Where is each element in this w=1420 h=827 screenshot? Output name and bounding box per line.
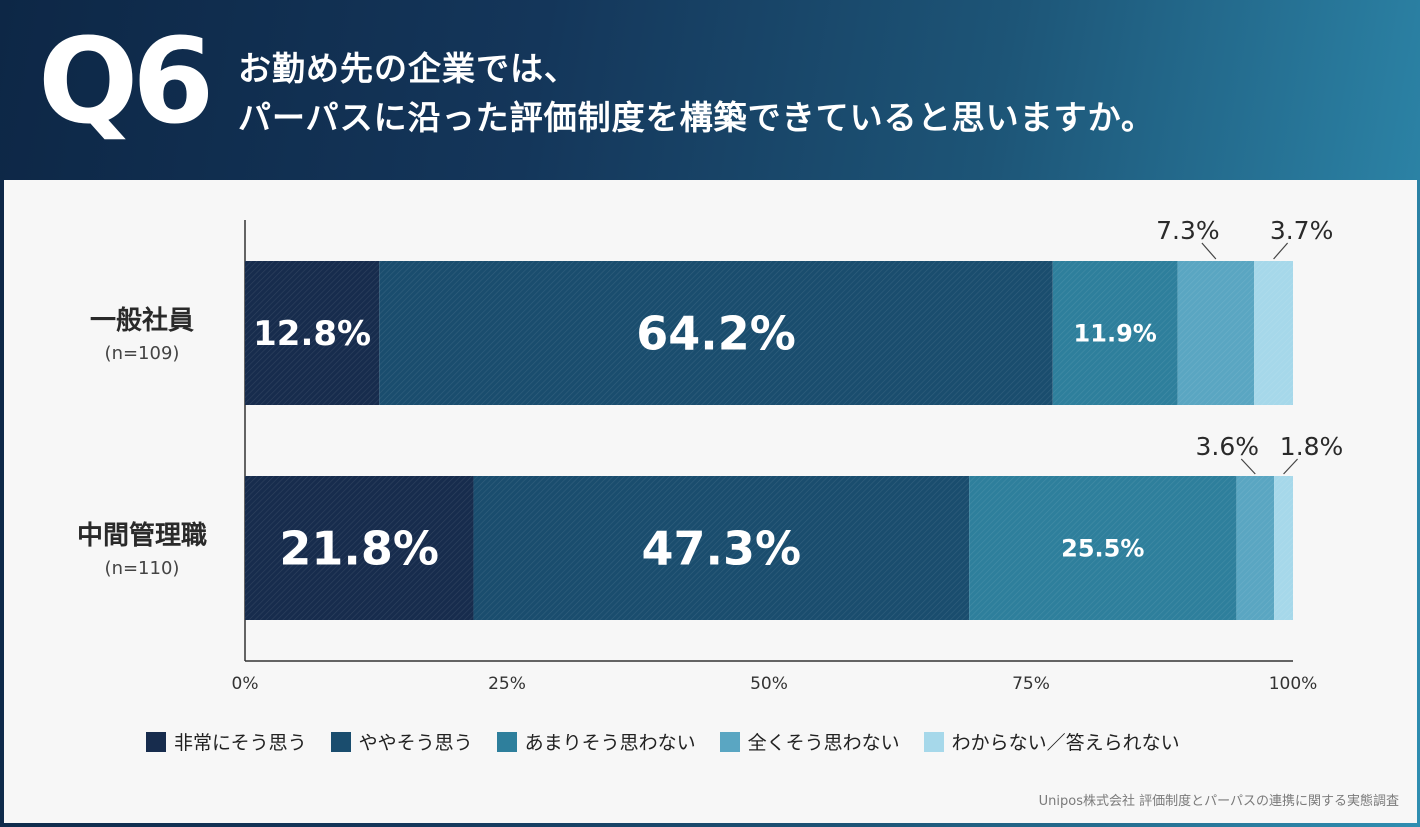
question-number: Q6 [38, 12, 214, 150]
legend-swatch [719, 731, 740, 752]
legend-label: わからない／答えられない [951, 732, 1180, 754]
x-tick-label: 50% [750, 674, 788, 694]
data-label: 7.3% [1156, 216, 1220, 245]
data-label: 25.5% [1061, 535, 1144, 563]
chart-panel: 0% 25% 50% 75% 100% 一般社員 (n=109) 中間管理職 (n=110) 12… [4, 180, 1417, 823]
legend-label: 非常にそう思う [174, 732, 307, 754]
stacked-bar-chart: 0% 25% 50% 75% 100% 一般社員 (n=109) 中間管理職 (n=110) 12… [77, 216, 1344, 694]
bar-segment [1236, 476, 1275, 620]
question-title-line1: お勤め先の企業では、 [238, 49, 578, 88]
leader-line [1240, 458, 1256, 475]
data-label: 1.8% [1280, 432, 1344, 461]
question-title: お勤め先の企業では、 パーパスに沿った評価制度を構築できていると思いますか。 [238, 44, 1155, 142]
x-tick-label: 100% [1269, 674, 1318, 694]
bar-segment [969, 476, 1237, 620]
legend-swatch [496, 731, 517, 752]
legend-swatch [330, 731, 351, 752]
bar-segment [473, 476, 970, 620]
legend-item: 非常にそう思う [146, 728, 307, 755]
bar-segment [379, 261, 1053, 405]
category-label: 中間管理職 [77, 521, 207, 551]
source-note: Unipos株式会社 評価制度とパーパスの連携に関する実態調査 [1038, 794, 1399, 809]
bar-segment [1274, 476, 1293, 620]
x-tick-label: 75% [1012, 674, 1050, 694]
data-label: 11.9% [1074, 320, 1157, 348]
header: Q6 お勤め先の企業では、 パーパスに沿った評価制度を構築できていると思いますか… [0, 0, 1420, 180]
data-label: 47.3% [642, 522, 802, 576]
legend-item: あまりそう思わない [496, 728, 696, 755]
leader-line [1273, 242, 1289, 260]
category-n-label: (n=110) [105, 558, 180, 579]
legend-item: わからない／答えられない [923, 728, 1180, 755]
bar-segment [1254, 261, 1293, 405]
data-label: 21.8% [279, 522, 439, 576]
legend-swatch [146, 731, 166, 752]
legend-item: ややそう思う [330, 728, 473, 755]
x-tick-label: 0% [232, 674, 259, 694]
data-label: 3.7% [1270, 216, 1334, 245]
legend-item: 全くそう思わない [719, 728, 900, 755]
legend-label: 全くそう思わない [747, 732, 900, 754]
question-title-line2: パーパスに沿った評価制度を構築できていると思いますか。 [238, 98, 1156, 137]
category-n-label: (n=109) [105, 343, 180, 364]
legend: 非常にそう思う ややそう思う あまりそう思わない 全くそう思わない わからない／答えられ… [146, 728, 1180, 755]
leader-line [1283, 458, 1299, 475]
bar-segment [245, 261, 380, 405]
x-tick-label: 25% [488, 674, 526, 694]
legend-label: あまりそう思わない [524, 732, 696, 754]
data-label: 12.8% [253, 314, 371, 354]
category-label: 一般社員 [90, 305, 194, 336]
data-label: 3.6% [1196, 432, 1260, 461]
leader-line [1201, 242, 1217, 260]
bar-segment [1177, 261, 1255, 405]
data-label: 64.2% [636, 307, 796, 361]
legend-swatch [923, 731, 944, 752]
legend-label: ややそう思う [358, 732, 473, 754]
bar-segment [245, 476, 474, 620]
bar-segment [1052, 261, 1178, 405]
